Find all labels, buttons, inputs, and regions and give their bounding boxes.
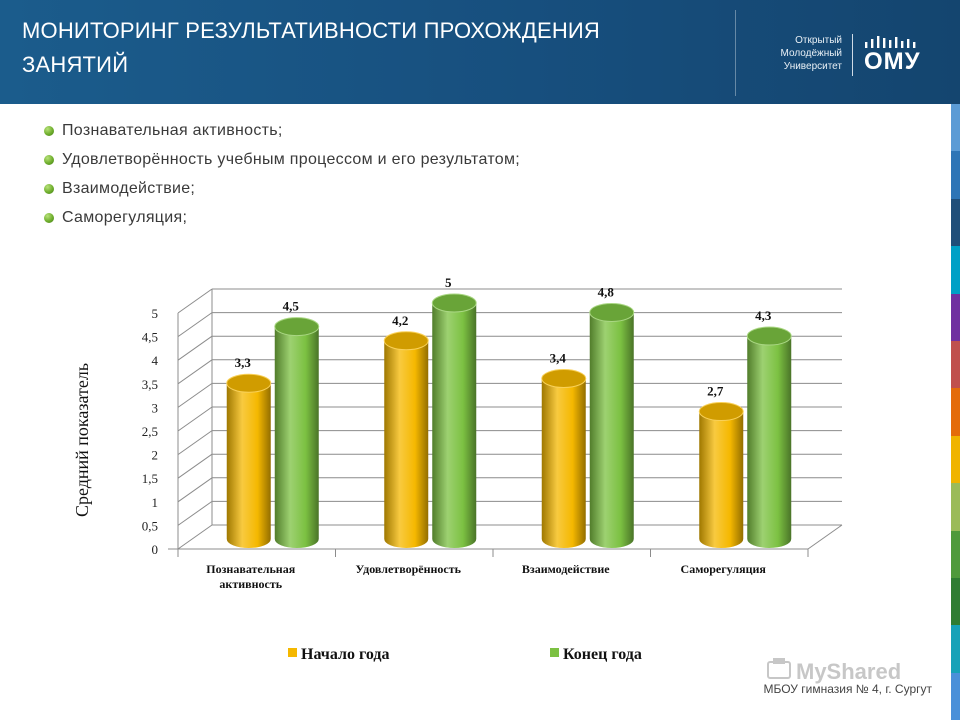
data-label: 3,4 xyxy=(550,351,567,366)
bar-top xyxy=(226,373,272,393)
bar xyxy=(432,303,477,548)
bullet-icon xyxy=(44,213,54,223)
y-tick-label: 1,5 xyxy=(142,471,158,486)
bar xyxy=(747,336,792,548)
list-item-text: Познавательная активность; xyxy=(62,122,283,139)
data-label: 4,3 xyxy=(755,308,772,323)
grid-diagonal xyxy=(177,453,213,479)
bar xyxy=(384,340,429,548)
x-tick-label: активность xyxy=(219,577,282,591)
bar xyxy=(226,383,271,548)
y-tick-label: 3 xyxy=(152,400,159,415)
y-tick-label: 4 xyxy=(152,353,159,368)
y-tick-label: 3,5 xyxy=(142,377,158,392)
y-tick-label: 0 xyxy=(152,542,159,557)
title-banner: МОНИТОРИНГ РЕЗУЛЬТАТИВНОСТИ ПРОХОЖДЕНИЯ … xyxy=(0,0,960,104)
bullet-icon xyxy=(44,126,54,136)
stripe-segment xyxy=(951,435,960,484)
logo-line: Молодёжный xyxy=(780,48,842,59)
bar-top xyxy=(274,317,320,337)
grid-diagonal xyxy=(177,382,213,408)
bar xyxy=(589,312,634,548)
bar-top xyxy=(383,331,429,351)
data-label: 5 xyxy=(445,275,452,290)
criteria-list: Познавательная активность; Удовлетворённ… xyxy=(44,117,520,233)
y-axis-label: Средний показатель xyxy=(72,363,92,517)
list-item: Саморегуляция; xyxy=(44,204,520,233)
list-item: Удовлетворённость учебным процессом и ег… xyxy=(44,146,520,175)
grid-diagonal xyxy=(177,359,213,385)
grid-diagonal xyxy=(177,288,213,314)
logo-line: Университет xyxy=(783,61,842,72)
data-label: 4,8 xyxy=(598,284,615,299)
decorative-color-stripe xyxy=(951,104,960,720)
list-item: Взаимодействие; xyxy=(44,175,520,204)
stripe-segment xyxy=(951,577,960,626)
stripe-segment xyxy=(951,340,960,389)
stripe-segment xyxy=(951,246,960,294)
stripe-segment xyxy=(951,104,960,152)
bar-chart: 0 0,5 1 1,5 2 2,5 3 3,5 4 4,5 5 3,3 4,5 Познавательна… xyxy=(72,275,843,663)
x-tick-label: Познавательная xyxy=(206,562,295,576)
bar xyxy=(699,411,744,548)
bar-top xyxy=(431,293,477,313)
header-divider xyxy=(735,10,736,96)
grid-diagonal xyxy=(177,477,213,503)
signal-bars-icon xyxy=(865,36,916,48)
grid-diagonal xyxy=(177,406,213,432)
page-title: МОНИТОРИНГ РЕЗУЛЬТАТИВНОСТИ ПРОХОЖДЕНИЯ … xyxy=(22,18,601,77)
data-label: 4,5 xyxy=(283,299,300,314)
x-tick-label: Взаимодействие xyxy=(522,562,610,576)
grid-diagonal xyxy=(177,500,213,526)
y-tick-label: 1 xyxy=(152,495,159,510)
stripe-segment xyxy=(951,625,960,673)
bar-top xyxy=(541,369,587,389)
logo-separator xyxy=(852,34,853,76)
stripe-segment xyxy=(951,151,960,199)
stripe-segment xyxy=(951,198,960,247)
x-tick-label: Удовлетворённость xyxy=(356,562,462,576)
data-label: 2,7 xyxy=(707,384,724,399)
legend-label: Конец года xyxy=(563,646,642,663)
y-tick-label: 5 xyxy=(152,306,159,321)
list-item-text: Саморегуляция; xyxy=(62,209,188,226)
list-item: Познавательная активность; xyxy=(44,117,520,146)
grid-diagonal xyxy=(177,524,213,550)
list-item-text: Удовлетворённость учебным процессом и ег… xyxy=(62,151,521,168)
legend-label: Начало года xyxy=(301,646,389,663)
stripe-segment xyxy=(951,293,960,341)
stripe-segment xyxy=(951,388,960,436)
y-tick-label: 4,5 xyxy=(142,330,158,345)
watermark-logo: MyShared xyxy=(767,658,901,684)
footer-school: МБОУ гимназия № 4, г. Сургут xyxy=(763,682,932,696)
bar xyxy=(274,326,319,548)
legend-swatch xyxy=(550,648,559,657)
stripe-segment xyxy=(951,672,960,720)
bullet-icon xyxy=(44,184,54,194)
grid-diagonal xyxy=(177,335,213,361)
data-label: 3,3 xyxy=(235,355,252,370)
bar-top xyxy=(589,302,635,322)
y-tick-label: 2,5 xyxy=(142,424,158,439)
y-tick-label: 0,5 xyxy=(142,518,158,533)
legend-swatch xyxy=(288,648,297,657)
data-label: 4,2 xyxy=(392,313,408,328)
watermark-text: MyShared xyxy=(796,659,901,684)
logo-line: Открытый xyxy=(795,35,842,46)
x-axis-side xyxy=(807,524,843,550)
bar-top xyxy=(746,326,792,346)
bar xyxy=(541,378,586,548)
stripe-segment xyxy=(951,530,960,578)
y-tick-label: 2 xyxy=(152,448,159,463)
bar-top xyxy=(698,402,744,422)
x-tick-label: Саморегуляция xyxy=(681,562,767,576)
bullet-icon xyxy=(44,155,54,165)
list-item-text: Взаимодействие; xyxy=(62,180,196,197)
stripe-segment xyxy=(951,483,960,531)
logo-abbreviation: ОМУ xyxy=(864,48,921,75)
grid-diagonal xyxy=(177,312,213,338)
university-logo-text: Открытый Молодёжный Университет xyxy=(760,34,842,73)
grid-diagonal xyxy=(177,430,213,456)
